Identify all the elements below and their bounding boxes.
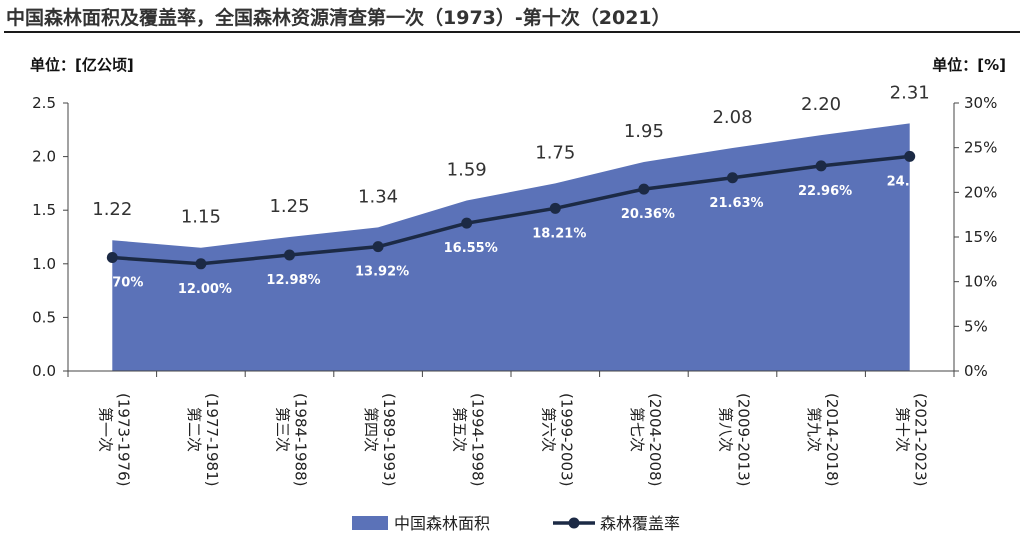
coverage-point xyxy=(904,150,916,162)
x-category-label: (1977-1981)第二次 xyxy=(185,393,221,486)
coverage-value-label: 22.96% xyxy=(798,184,852,199)
area-value-label: 1.75 xyxy=(535,142,575,163)
x-category-name: 第十次 xyxy=(894,407,912,452)
coverage-value-label: 24.02% xyxy=(887,174,941,189)
legend-area-swatch xyxy=(352,516,388,530)
x-category-years: (1984-1988) xyxy=(292,393,310,486)
legend-line-label: 森林覆盖率 xyxy=(600,514,680,533)
left-y-tick-label: 2.5 xyxy=(32,94,56,112)
x-category-years: (1977-1981) xyxy=(203,393,221,486)
x-category-years: (2014-2018) xyxy=(823,393,841,486)
left-y-tick-label: 2.0 xyxy=(32,148,56,166)
x-category-years: (2021-2023) xyxy=(912,393,930,486)
coverage-line-layer xyxy=(106,150,916,270)
right-y-tick-label: 25% xyxy=(964,139,997,157)
area-value-label: 1.59 xyxy=(447,160,487,181)
x-category-name: 第五次 xyxy=(451,407,469,452)
right-axis-unit: 单位：[%] xyxy=(932,56,1006,74)
x-category-label: (1994-1998)第五次 xyxy=(451,393,487,486)
x-category-name: 第七次 xyxy=(628,407,646,452)
area-value-label: 2.20 xyxy=(801,94,841,115)
left-y-tick-label: 0.0 xyxy=(32,362,56,380)
coverage-point xyxy=(461,217,473,229)
left-axis-unit: 单位：[亿公顷] xyxy=(30,56,134,74)
left-y-tick-label: 1.0 xyxy=(32,255,56,273)
coverage-value-label: 13.92% xyxy=(355,265,409,280)
title-divider xyxy=(4,31,1020,33)
x-category-name: 第九次 xyxy=(805,407,823,452)
coverage-point xyxy=(549,202,561,214)
legend-line-marker xyxy=(568,517,580,529)
x-category-name: 第三次 xyxy=(274,407,292,452)
axes-layer: 0.0 0.5 1.0 1.5 2.0 2.5 0% 5% 10% 15% 20% 25% 30% 单位：… xyxy=(30,56,1006,380)
x-category-years: (2009-2013) xyxy=(735,393,753,486)
x-category-label: (1999-2003)第六次 xyxy=(539,393,575,486)
left-y-tick-label: 1.5 xyxy=(32,201,56,219)
x-category-label: (2021-2023)第十次 xyxy=(894,393,930,486)
coverage-point xyxy=(638,183,650,195)
right-y-tick-label: 5% xyxy=(964,317,988,335)
area-value-label: 2.08 xyxy=(712,107,752,128)
area-value-label: 1.22 xyxy=(92,199,132,220)
x-category-label: (1984-1988)第三次 xyxy=(274,393,310,486)
coverage-point xyxy=(815,160,827,172)
x-category-years: (2004-2008) xyxy=(646,393,664,486)
x-category-label: (2004-2008)第七次 xyxy=(628,393,664,486)
coverage-value-label: 12.70% xyxy=(89,276,143,291)
area-value-label: 1.25 xyxy=(269,196,309,217)
right-y-tick-label: 0% xyxy=(964,362,988,380)
forest-area-layer xyxy=(112,123,910,371)
right-y-tick-label: 30% xyxy=(964,94,997,112)
right-y-tick-label: 10% xyxy=(964,273,997,291)
legend: 中国森林面积 森林覆盖率 xyxy=(352,514,680,533)
x-category-name: 第一次 xyxy=(96,407,114,452)
legend-area-label: 中国森林面积 xyxy=(394,514,490,533)
coverage-value-label: 20.36% xyxy=(621,207,675,222)
coverage-point xyxy=(727,172,738,184)
x-category-years: (1989-1993) xyxy=(380,393,398,486)
left-y-tick-label: 0.5 xyxy=(32,308,56,326)
coverage-line xyxy=(112,154,910,266)
right-y-tick-label: 15% xyxy=(964,228,997,246)
category-labels-layer: (1973-1976)第一次 (1977-1981)第二次 (1984-1988)第… xyxy=(96,393,929,486)
chart-title: 中国森林面积及覆盖率，全国森林资源清查第一次（1973）-第十次（2021） xyxy=(6,7,671,29)
coverage-value-label: 12.00% xyxy=(178,282,232,297)
area-value-label: 1.34 xyxy=(358,186,398,207)
coverage-point xyxy=(106,252,118,264)
coverage-point xyxy=(284,249,295,261)
x-category-years: (1999-2003) xyxy=(557,393,575,486)
coverage-value-label: 16.55% xyxy=(444,241,498,256)
area-value-label: 2.31 xyxy=(890,82,930,103)
area-value-label: 1.15 xyxy=(181,207,221,228)
x-category-name: 第二次 xyxy=(185,407,203,452)
coverage-point xyxy=(195,258,207,270)
forest-area-fill xyxy=(112,123,910,371)
x-category-label: (2014-2018)第九次 xyxy=(805,393,841,486)
x-category-label: (2009-2013)第八次 xyxy=(717,393,753,486)
coverage-value-label: 21.63% xyxy=(709,196,763,211)
x-category-years: (1994-1998) xyxy=(469,393,487,486)
coverage-point xyxy=(372,241,384,253)
right-y-tick-label: 20% xyxy=(964,183,997,201)
x-category-name: 第八次 xyxy=(717,407,735,452)
coverage-value-label: 12.98% xyxy=(266,273,320,288)
area-value-label: 1.95 xyxy=(624,121,664,142)
x-category-years: (1973-1976) xyxy=(114,393,132,486)
x-category-name: 第六次 xyxy=(539,407,557,452)
coverage-value-label: 18.21% xyxy=(532,226,586,241)
x-category-name: 第四次 xyxy=(362,407,380,452)
data-labels-layer: 1.22 1.15 1.25 1.34 1.59 1.75 1.95 2.08 2.20 2.31… xyxy=(89,82,941,296)
x-category-label: (1973-1976)第一次 xyxy=(96,393,132,486)
x-category-label: (1989-1993)第四次 xyxy=(362,393,398,486)
